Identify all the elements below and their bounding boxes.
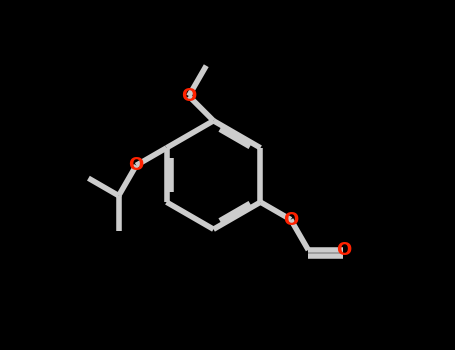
Text: O: O	[181, 87, 197, 105]
Text: O: O	[336, 241, 351, 259]
Text: O: O	[129, 156, 144, 174]
Text: O: O	[283, 211, 298, 229]
